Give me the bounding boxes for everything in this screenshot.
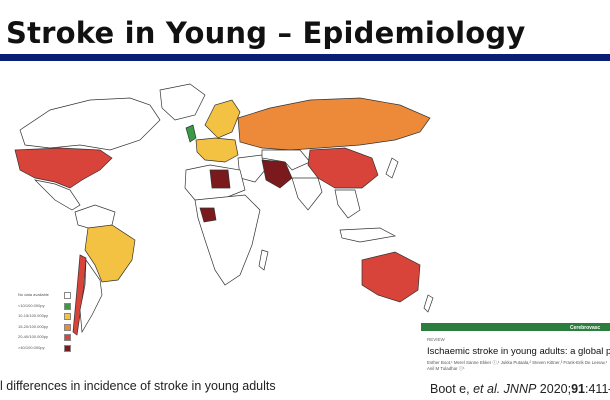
paper-section: REVIEW bbox=[427, 337, 445, 342]
legend-swatch bbox=[64, 334, 71, 342]
citation: Boot e, et al. JNNP 2020;91:411–4 bbox=[430, 382, 610, 396]
map-greenland bbox=[159, 83, 206, 121]
legend-label: 20-40/100.000py bbox=[18, 334, 49, 340]
paper-excerpt: Cerebrovasc REVIEW Ischaemic stroke in y… bbox=[421, 320, 610, 382]
map-russia bbox=[237, 97, 431, 151]
legend-label: 10-15/100.000py bbox=[18, 313, 49, 319]
legend-item: No data available bbox=[18, 291, 78, 302]
citation-journal: JNNP bbox=[500, 382, 537, 396]
map-madagascar bbox=[258, 249, 269, 271]
citation-year: 2020; bbox=[536, 382, 572, 396]
paper-authors: Esther Boot,¹ Merel Sanne Ekker ⓘ,¹ Jukk… bbox=[427, 360, 608, 371]
map-japan bbox=[385, 157, 399, 179]
map-new-zealand bbox=[423, 294, 434, 313]
map-usa bbox=[14, 147, 113, 189]
world-incidence-map bbox=[14, 83, 434, 336]
legend-label: <10/100.000py bbox=[18, 302, 45, 308]
map-china bbox=[307, 147, 379, 189]
legend-swatch bbox=[64, 323, 71, 331]
legend-swatch bbox=[64, 344, 71, 352]
map-canada bbox=[19, 97, 161, 151]
map-uk bbox=[185, 124, 197, 143]
map-nigeria bbox=[199, 207, 217, 223]
legend-item: <10/100.000py bbox=[18, 302, 78, 313]
slide-title: Stroke in Young – Epidemiology bbox=[6, 16, 526, 50]
map-southeast-asia bbox=[334, 189, 361, 219]
map-australia bbox=[361, 251, 421, 303]
legend-swatch bbox=[64, 302, 71, 310]
map-scandinavia bbox=[204, 99, 241, 139]
journal-banner bbox=[421, 323, 610, 331]
legend-label: No data available bbox=[18, 292, 49, 297]
citation-pages: :411–4 bbox=[585, 382, 610, 396]
map-argentina bbox=[79, 258, 103, 334]
legend-label: >40/100.000py bbox=[18, 344, 45, 350]
legend-swatch bbox=[64, 292, 71, 299]
legend-swatch bbox=[64, 313, 71, 321]
legend-label: 15-20/100.000py bbox=[18, 323, 49, 329]
legend-item: 20-40/100.000py bbox=[18, 333, 78, 344]
map-central-asia bbox=[261, 149, 311, 171]
map-legend: No data available <10/100.000py 10-15/10… bbox=[18, 291, 78, 355]
map-mexico bbox=[33, 179, 81, 211]
legend-item: 10-15/100.000py bbox=[18, 312, 78, 323]
map-libya bbox=[209, 169, 231, 189]
journal-name: Cerebrovasc bbox=[570, 324, 601, 331]
legend-item: 15-20/100.000py bbox=[18, 323, 78, 334]
map-brazil bbox=[84, 224, 136, 283]
legend-item: >40/100.000py bbox=[18, 344, 78, 355]
map-europe bbox=[195, 137, 239, 163]
title-underline bbox=[0, 54, 610, 61]
slide-caption: l differences in incidence of stroke in … bbox=[0, 379, 276, 393]
citation-etal: et al. bbox=[473, 382, 501, 396]
map-india bbox=[291, 177, 323, 211]
paper-title: Ischaemic stroke in young adults: a glob… bbox=[427, 346, 610, 357]
citation-authors: Boot e, bbox=[430, 382, 474, 396]
citation-volume: 91 bbox=[571, 382, 585, 396]
map-indonesia bbox=[339, 227, 397, 243]
